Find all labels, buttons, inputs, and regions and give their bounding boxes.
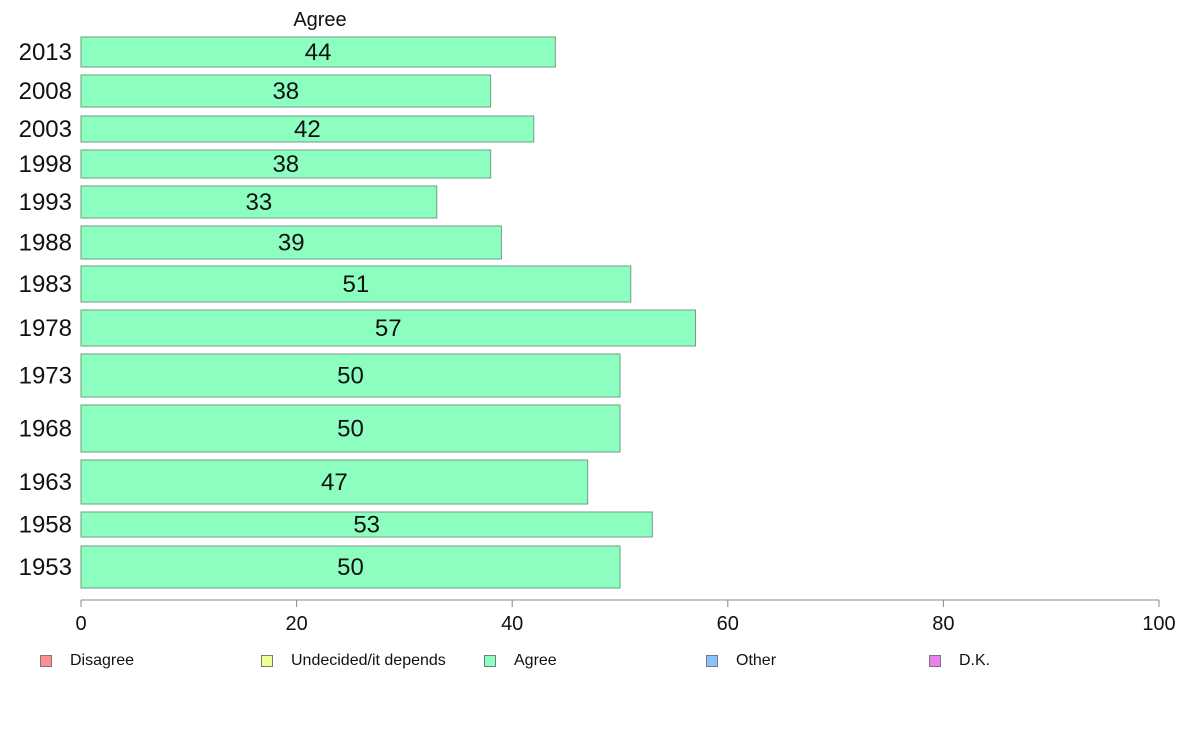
bar [80, 225, 502, 260]
value-label: 53 [353, 512, 380, 539]
bar [80, 74, 492, 108]
x-tick-label: 40 [501, 613, 523, 635]
legend-item: Agree [484, 652, 557, 670]
bar [80, 309, 696, 347]
legend-label: Other [736, 652, 777, 669]
category-label: 1963 [19, 469, 72, 496]
value-label: 57 [375, 315, 402, 342]
bar [80, 353, 621, 398]
legend-label: Disagree [70, 652, 135, 669]
value-label: 38 [272, 78, 299, 105]
x-tick-label: 60 [717, 613, 739, 635]
legend-item: Disagree [40, 652, 134, 670]
value-label: 38 [272, 151, 299, 178]
bar [80, 185, 438, 219]
category-label: 1983 [19, 271, 72, 298]
x-axis: 0 20 40 60 80 100 [75, 599, 1176, 635]
category-label: 1998 [19, 151, 72, 178]
value-label: 39 [278, 230, 305, 257]
bars-group: 2013 44 2008 38 2003 42 1998 38 1993 33 1988 39 1983… [19, 36, 696, 589]
series-title: Agree [293, 9, 346, 31]
category-label: 2008 [19, 78, 72, 105]
legend-item: Other [706, 652, 776, 670]
value-label: 42 [294, 116, 321, 143]
value-label: 44 [305, 39, 332, 66]
category-label: 2003 [19, 116, 72, 143]
legend-label: Agree [514, 652, 557, 669]
legend-swatch [261, 655, 273, 667]
value-label: 47 [321, 469, 348, 496]
legend-swatch [40, 655, 52, 667]
value-label: 50 [337, 554, 364, 581]
category-label: 1973 [19, 363, 72, 390]
bar [80, 545, 621, 589]
bar [80, 404, 621, 453]
legend-label: D.K. [959, 652, 991, 669]
legend-swatch [929, 655, 941, 667]
bar [80, 115, 535, 143]
legend-swatch [484, 655, 496, 667]
x-tick-label: 80 [932, 613, 954, 635]
value-label: 50 [337, 363, 364, 390]
x-tick-label: 100 [1142, 613, 1175, 635]
bar [80, 149, 492, 179]
x-tick-label: 0 [75, 613, 86, 635]
category-label: 1978 [19, 315, 72, 342]
category-label: 2013 [19, 39, 72, 66]
bar [80, 459, 589, 505]
legend: Disagree Undecided/it depends Agree Other D.… [40, 652, 1160, 674]
category-label: 1993 [19, 189, 72, 216]
category-label: 1988 [19, 230, 72, 257]
legend-item: D.K. [929, 652, 990, 670]
legend-label: Undecided/it depends [291, 652, 446, 669]
bar [80, 36, 556, 68]
category-label: 1958 [19, 512, 72, 539]
bar [80, 265, 632, 303]
category-label: 1953 [19, 554, 72, 581]
bar [80, 511, 653, 538]
legend-item: Undecided/it depends [261, 652, 446, 670]
category-label: 1968 [19, 416, 72, 443]
value-label: 50 [337, 416, 364, 443]
value-label: 33 [246, 189, 273, 216]
legend-swatch [706, 655, 718, 667]
x-tick-label: 20 [285, 613, 307, 635]
value-label: 51 [343, 271, 370, 298]
